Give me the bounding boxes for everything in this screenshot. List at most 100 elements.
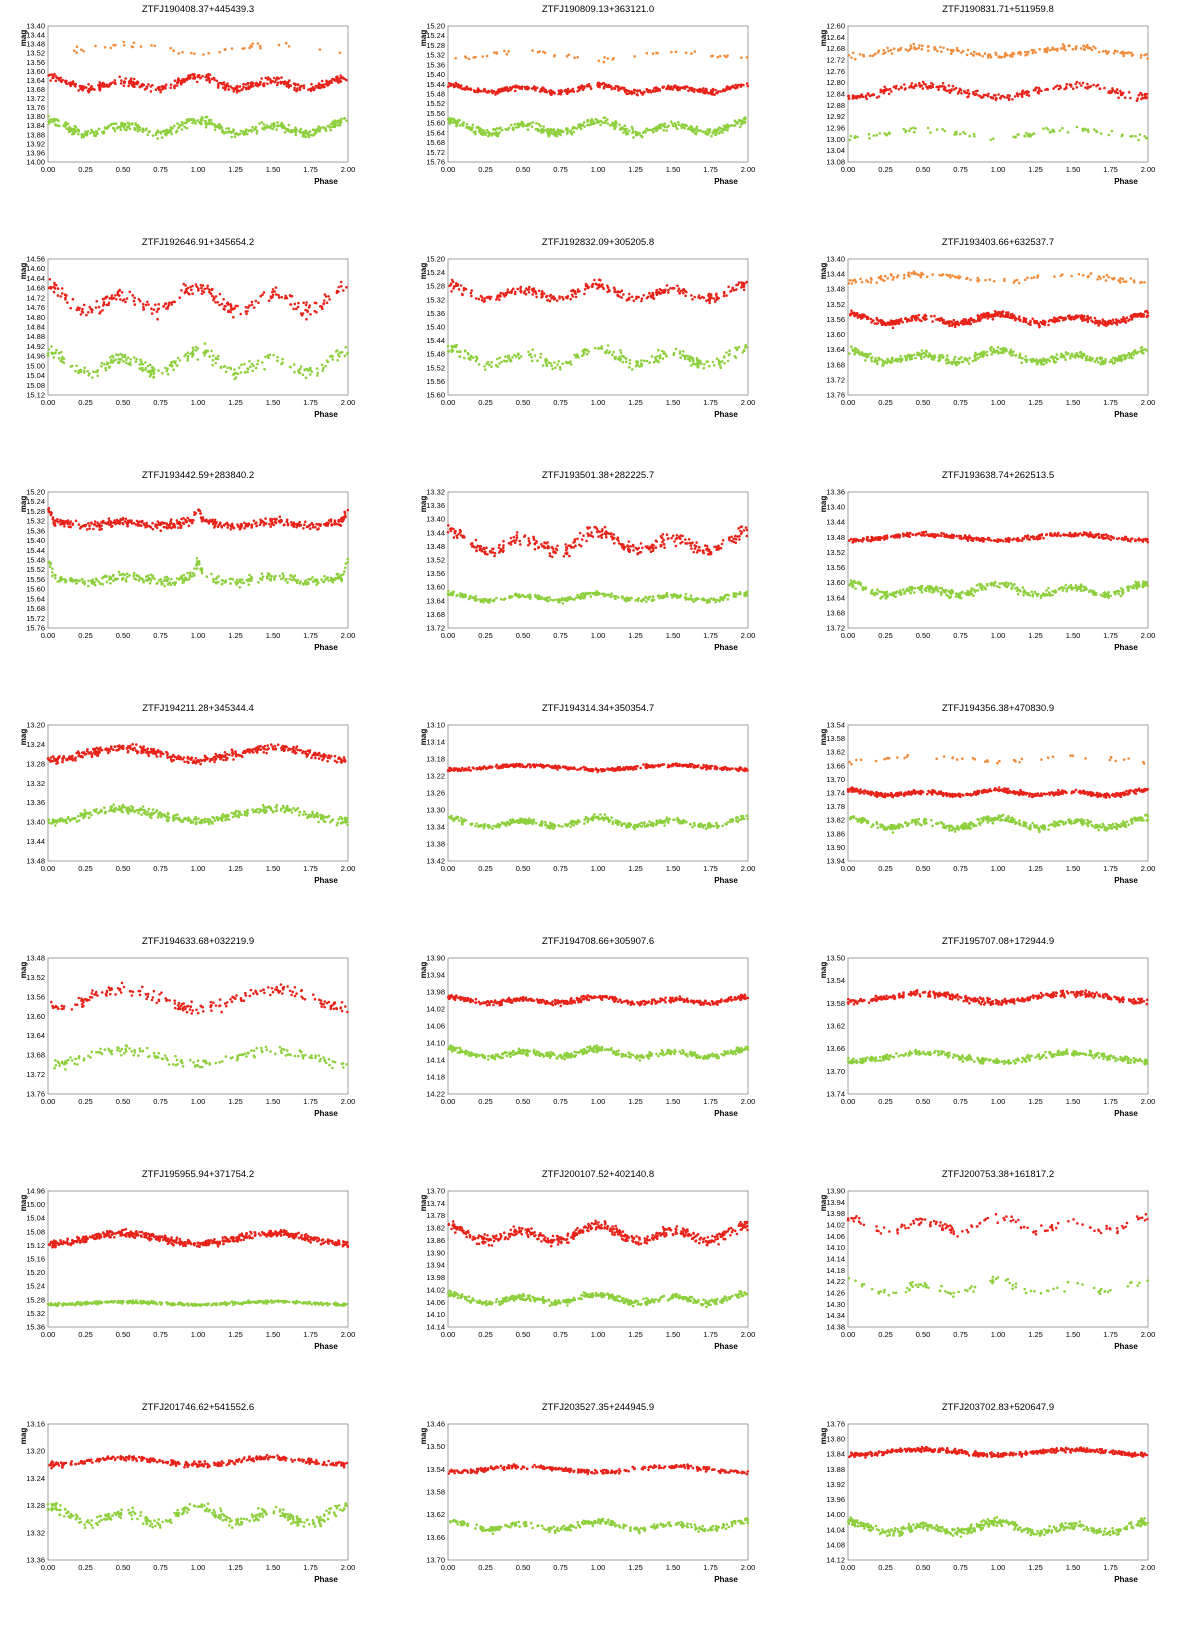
- data-point: [938, 273, 941, 277]
- data-point: [170, 303, 174, 306]
- data-point: [712, 129, 716, 133]
- data-point: [736, 83, 740, 87]
- data-point: [507, 50, 510, 53]
- data-point: [102, 301, 106, 304]
- data-point: [152, 370, 155, 374]
- data-point: [678, 292, 682, 295]
- data-point: [233, 306, 236, 310]
- data-point: [942, 320, 945, 324]
- data-point: [734, 83, 737, 87]
- data-point: [60, 79, 63, 83]
- data-point: [243, 362, 246, 366]
- series-g-band: [46, 342, 349, 381]
- data-point: [912, 85, 916, 88]
- data-point: [206, 284, 209, 288]
- data-point: [662, 85, 666, 89]
- data-point: [696, 365, 699, 369]
- data-point: [648, 291, 651, 295]
- data-point: [872, 134, 875, 137]
- y-tick-label: 13.68: [26, 85, 45, 94]
- data-point: [169, 83, 173, 86]
- data-point: [293, 370, 296, 374]
- x-tick-label: 0.00: [41, 631, 56, 640]
- data-point: [623, 124, 627, 127]
- data-point: [1013, 314, 1016, 318]
- data-point: [505, 52, 509, 56]
- data-point: [903, 273, 906, 277]
- data-point: [937, 359, 941, 362]
- data-point: [158, 521, 162, 525]
- data-point: [467, 352, 470, 356]
- data-point: [493, 51, 496, 54]
- data-point: [920, 44, 924, 48]
- data-point: [1145, 53, 1148, 56]
- data-point: [628, 365, 631, 369]
- data-point: [1055, 48, 1058, 51]
- data-point: [505, 359, 509, 363]
- data-point: [152, 308, 156, 311]
- data-point: [645, 51, 649, 55]
- y-tick-label: 15.24: [26, 497, 45, 506]
- data-point: [1029, 321, 1032, 324]
- data-point: [527, 123, 530, 127]
- data-point: [1031, 51, 1035, 55]
- data-point: [305, 317, 308, 321]
- data-point: [88, 524, 91, 527]
- data-point: [1101, 318, 1104, 321]
- series-i-band: [847, 270, 1146, 285]
- data-point: [221, 128, 224, 132]
- data-point: [885, 133, 888, 137]
- data-point: [246, 370, 249, 374]
- data-point: [124, 77, 127, 80]
- data-point: [714, 88, 717, 92]
- data-point: [1105, 273, 1109, 277]
- data-point: [290, 294, 294, 298]
- data-point: [65, 127, 68, 130]
- data-point: [942, 355, 945, 359]
- data-point: [551, 295, 555, 298]
- data-point: [160, 136, 164, 139]
- data-point: [334, 122, 338, 125]
- data-point: [469, 88, 473, 91]
- data-point: [953, 355, 957, 359]
- data-point: [191, 352, 194, 355]
- data-point: [1015, 92, 1019, 95]
- y-tick-label: 15.64: [426, 128, 445, 137]
- y-tick-label: 15.40: [26, 536, 45, 545]
- data-point: [871, 319, 875, 322]
- data-point: [131, 122, 134, 125]
- data-point: [938, 353, 941, 357]
- data-point: [1023, 135, 1027, 138]
- data-point: [725, 86, 729, 89]
- data-point: [184, 284, 187, 287]
- y-tick-label: 13.04: [826, 146, 845, 155]
- data-point: [607, 351, 610, 355]
- data-point: [46, 352, 50, 355]
- data-point: [1030, 358, 1033, 362]
- data-point: [667, 291, 670, 294]
- data-point: [314, 84, 318, 88]
- data-point: [137, 521, 140, 524]
- data-point: [517, 85, 520, 88]
- data-point: [898, 322, 901, 325]
- data-point: [717, 126, 721, 129]
- data-point: [285, 518, 289, 522]
- data-point: [465, 122, 469, 126]
- data-point: [530, 359, 534, 363]
- y-tick-label: 15.40: [426, 70, 445, 79]
- data-point: [1007, 97, 1011, 100]
- data-point: [884, 87, 888, 91]
- data-point: [1020, 90, 1024, 94]
- data-point: [102, 303, 106, 306]
- data-point: [270, 122, 274, 126]
- data-point: [93, 522, 97, 526]
- data-point: [77, 132, 80, 136]
- data-point: [1119, 89, 1122, 93]
- data-point: [1052, 316, 1056, 320]
- data-point: [573, 126, 576, 130]
- data-point: [892, 276, 896, 279]
- data-point: [1040, 89, 1043, 93]
- data-point: [1052, 87, 1055, 90]
- data-point: [948, 273, 952, 277]
- data-point: [665, 354, 668, 358]
